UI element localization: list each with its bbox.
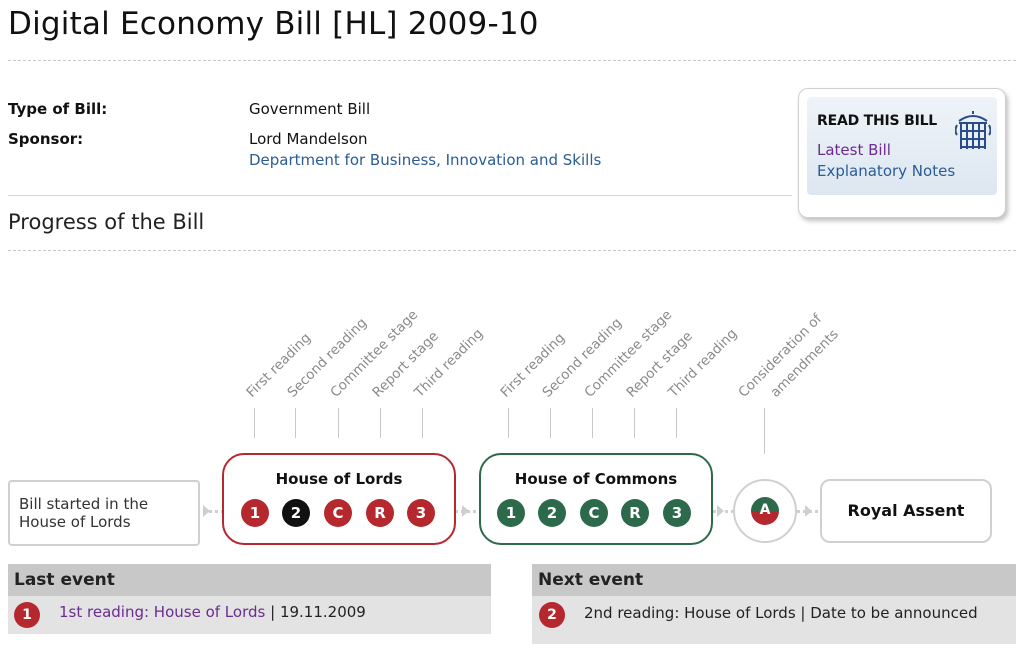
stage-marker-commons-third[interactable]: 3 bbox=[663, 499, 691, 527]
next-event-marker: 2 bbox=[539, 602, 565, 628]
page-title: Digital Economy Bill [HL] 2009-10 bbox=[8, 6, 539, 42]
stage-tick bbox=[422, 408, 423, 438]
last-event-detail: 1st reading: House of Lords | 19.11.2009 bbox=[59, 603, 366, 621]
last-event-separator: | bbox=[270, 603, 276, 621]
last-event-heading: Last event bbox=[8, 564, 491, 596]
arrow-icon bbox=[717, 505, 724, 517]
sponsor-label: Sponsor: bbox=[8, 130, 84, 148]
stage-tick bbox=[764, 408, 765, 454]
sponsor-name: Lord Mandelson bbox=[249, 130, 368, 148]
next-event-heading: Next event bbox=[532, 564, 1016, 596]
arrow-icon bbox=[805, 505, 812, 517]
stage-tick bbox=[338, 408, 339, 438]
stage-marker-commons-first[interactable]: 1 bbox=[497, 499, 525, 527]
type-of-bill-value: Government Bill bbox=[249, 100, 371, 118]
divider bbox=[8, 195, 792, 196]
stage-marker-lords-committee[interactable]: C bbox=[324, 499, 352, 527]
stage-marker-commons-committee[interactable]: C bbox=[580, 499, 608, 527]
house-of-commons-stages: House of Commons 1 2 C R 3 bbox=[479, 453, 713, 545]
royal-assent-label: Royal Assent bbox=[847, 501, 965, 520]
portcullis-icon bbox=[955, 111, 991, 149]
stage-marker-amendments[interactable]: A bbox=[751, 497, 779, 525]
read-this-bill-panel: READ THIS BILL Latest Bill Explanatory N… bbox=[798, 88, 1006, 218]
amendments-stage: A bbox=[733, 479, 797, 543]
stage-marker-lords-second[interactable]: 2 bbox=[282, 499, 310, 527]
last-event-date: 19.11.2009 bbox=[279, 603, 366, 621]
royal-assent-box: Royal Assent bbox=[820, 479, 992, 543]
house-of-lords-title: House of Lords bbox=[275, 470, 403, 488]
stage-tick bbox=[254, 408, 255, 438]
stage-tick bbox=[592, 408, 593, 438]
stage-tick bbox=[634, 408, 635, 438]
bill-started-text: Bill started in the House of Lords bbox=[19, 495, 149, 531]
stage-marker-commons-report[interactable]: R bbox=[621, 499, 649, 527]
stage-tick bbox=[508, 408, 509, 438]
stage-marker-lords-first[interactable]: 1 bbox=[241, 499, 269, 527]
stage-marker-lords-report[interactable]: R bbox=[366, 499, 394, 527]
last-event-marker: 1 bbox=[14, 602, 40, 628]
stage-marker-commons-second[interactable]: 2 bbox=[538, 499, 566, 527]
bill-started-box: Bill started in the House of Lords bbox=[8, 480, 200, 546]
arrow-icon bbox=[462, 505, 469, 517]
stage-tick bbox=[295, 408, 296, 438]
house-of-commons-title: House of Commons bbox=[514, 470, 678, 488]
arrow-icon bbox=[203, 505, 210, 517]
progress-heading: Progress of the Bill bbox=[8, 210, 205, 234]
stage-tick bbox=[380, 408, 381, 438]
last-event-link[interactable]: 1st reading: House of Lords bbox=[59, 603, 266, 621]
stage-marker-lords-third[interactable]: 3 bbox=[407, 499, 435, 527]
stage-label-lords-second: Second reading bbox=[284, 314, 371, 401]
divider bbox=[8, 250, 1016, 251]
read-this-bill-title: READ THIS BILL bbox=[817, 113, 938, 129]
sponsor-department-link[interactable]: Department for Business, Innovation and … bbox=[249, 151, 602, 169]
next-event-body: 2 2nd reading: House of Lords | Date to … bbox=[532, 596, 1016, 644]
next-event-text: 2nd reading: House of Lords | Date to be… bbox=[584, 604, 978, 622]
stage-tick bbox=[676, 408, 677, 438]
house-of-lords-stages: House of Lords 1 2 C R 3 bbox=[222, 453, 456, 545]
last-event-body: 1 1st reading: House of Lords | 19.11.20… bbox=[8, 596, 491, 634]
latest-bill-link[interactable]: Latest Bill bbox=[817, 141, 891, 159]
explanatory-notes-link[interactable]: Explanatory Notes bbox=[817, 162, 956, 180]
read-this-bill-inner: READ THIS BILL Latest Bill Explanatory N… bbox=[807, 97, 997, 195]
stage-tick bbox=[550, 408, 551, 438]
divider bbox=[8, 60, 1016, 61]
type-of-bill-label: Type of Bill: bbox=[8, 100, 108, 118]
